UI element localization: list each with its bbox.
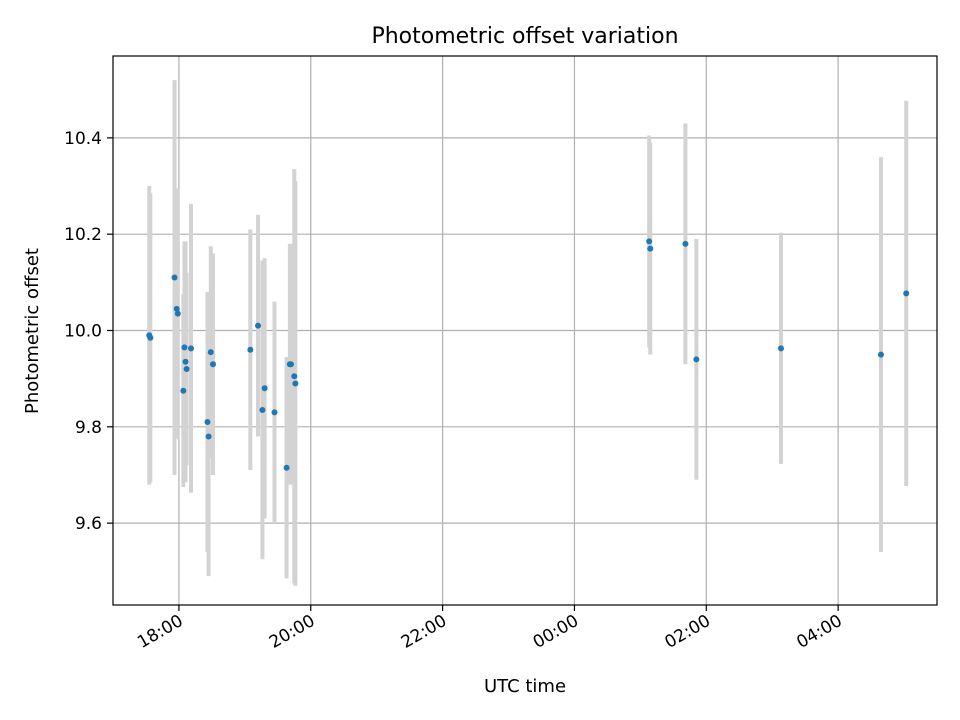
data-point bbox=[204, 419, 211, 425]
data-point bbox=[877, 351, 884, 358]
data-point bbox=[903, 290, 910, 297]
data-point bbox=[255, 322, 262, 329]
data-point bbox=[271, 409, 278, 416]
data-point bbox=[247, 346, 254, 353]
data-point bbox=[174, 310, 181, 317]
data-point bbox=[183, 366, 190, 373]
data-point bbox=[647, 245, 654, 252]
data-points bbox=[146, 238, 910, 471]
data-point bbox=[207, 349, 214, 356]
data-point bbox=[173, 305, 180, 312]
data-point bbox=[261, 385, 268, 392]
data-point bbox=[171, 274, 178, 281]
data-point bbox=[147, 334, 154, 341]
data-point bbox=[259, 406, 266, 413]
data-point bbox=[209, 361, 216, 368]
data-point bbox=[682, 240, 689, 247]
y-axis-label: Photometric offset bbox=[22, 248, 43, 414]
data-point bbox=[646, 238, 653, 245]
data-point bbox=[205, 433, 212, 440]
chart-title: Photometric offset variation bbox=[371, 24, 678, 49]
data-point bbox=[180, 387, 187, 394]
data-point bbox=[283, 464, 290, 471]
data-point bbox=[181, 344, 188, 351]
data-point bbox=[777, 345, 784, 352]
data-point bbox=[188, 345, 195, 352]
data-point bbox=[693, 356, 700, 363]
y-tick-label: 10.2 bbox=[64, 225, 102, 245]
y-tick-label: 10.0 bbox=[64, 322, 102, 342]
data-point bbox=[291, 373, 298, 380]
data-point bbox=[287, 361, 294, 368]
y-tick-label: 10.4 bbox=[64, 129, 102, 149]
data-point bbox=[182, 358, 189, 365]
data-point bbox=[292, 380, 299, 387]
y-tick-label: 9.6 bbox=[75, 514, 102, 534]
x-axis-label: UTC time bbox=[484, 676, 566, 697]
grid bbox=[113, 56, 937, 605]
y-tick-label: 9.8 bbox=[75, 418, 102, 438]
